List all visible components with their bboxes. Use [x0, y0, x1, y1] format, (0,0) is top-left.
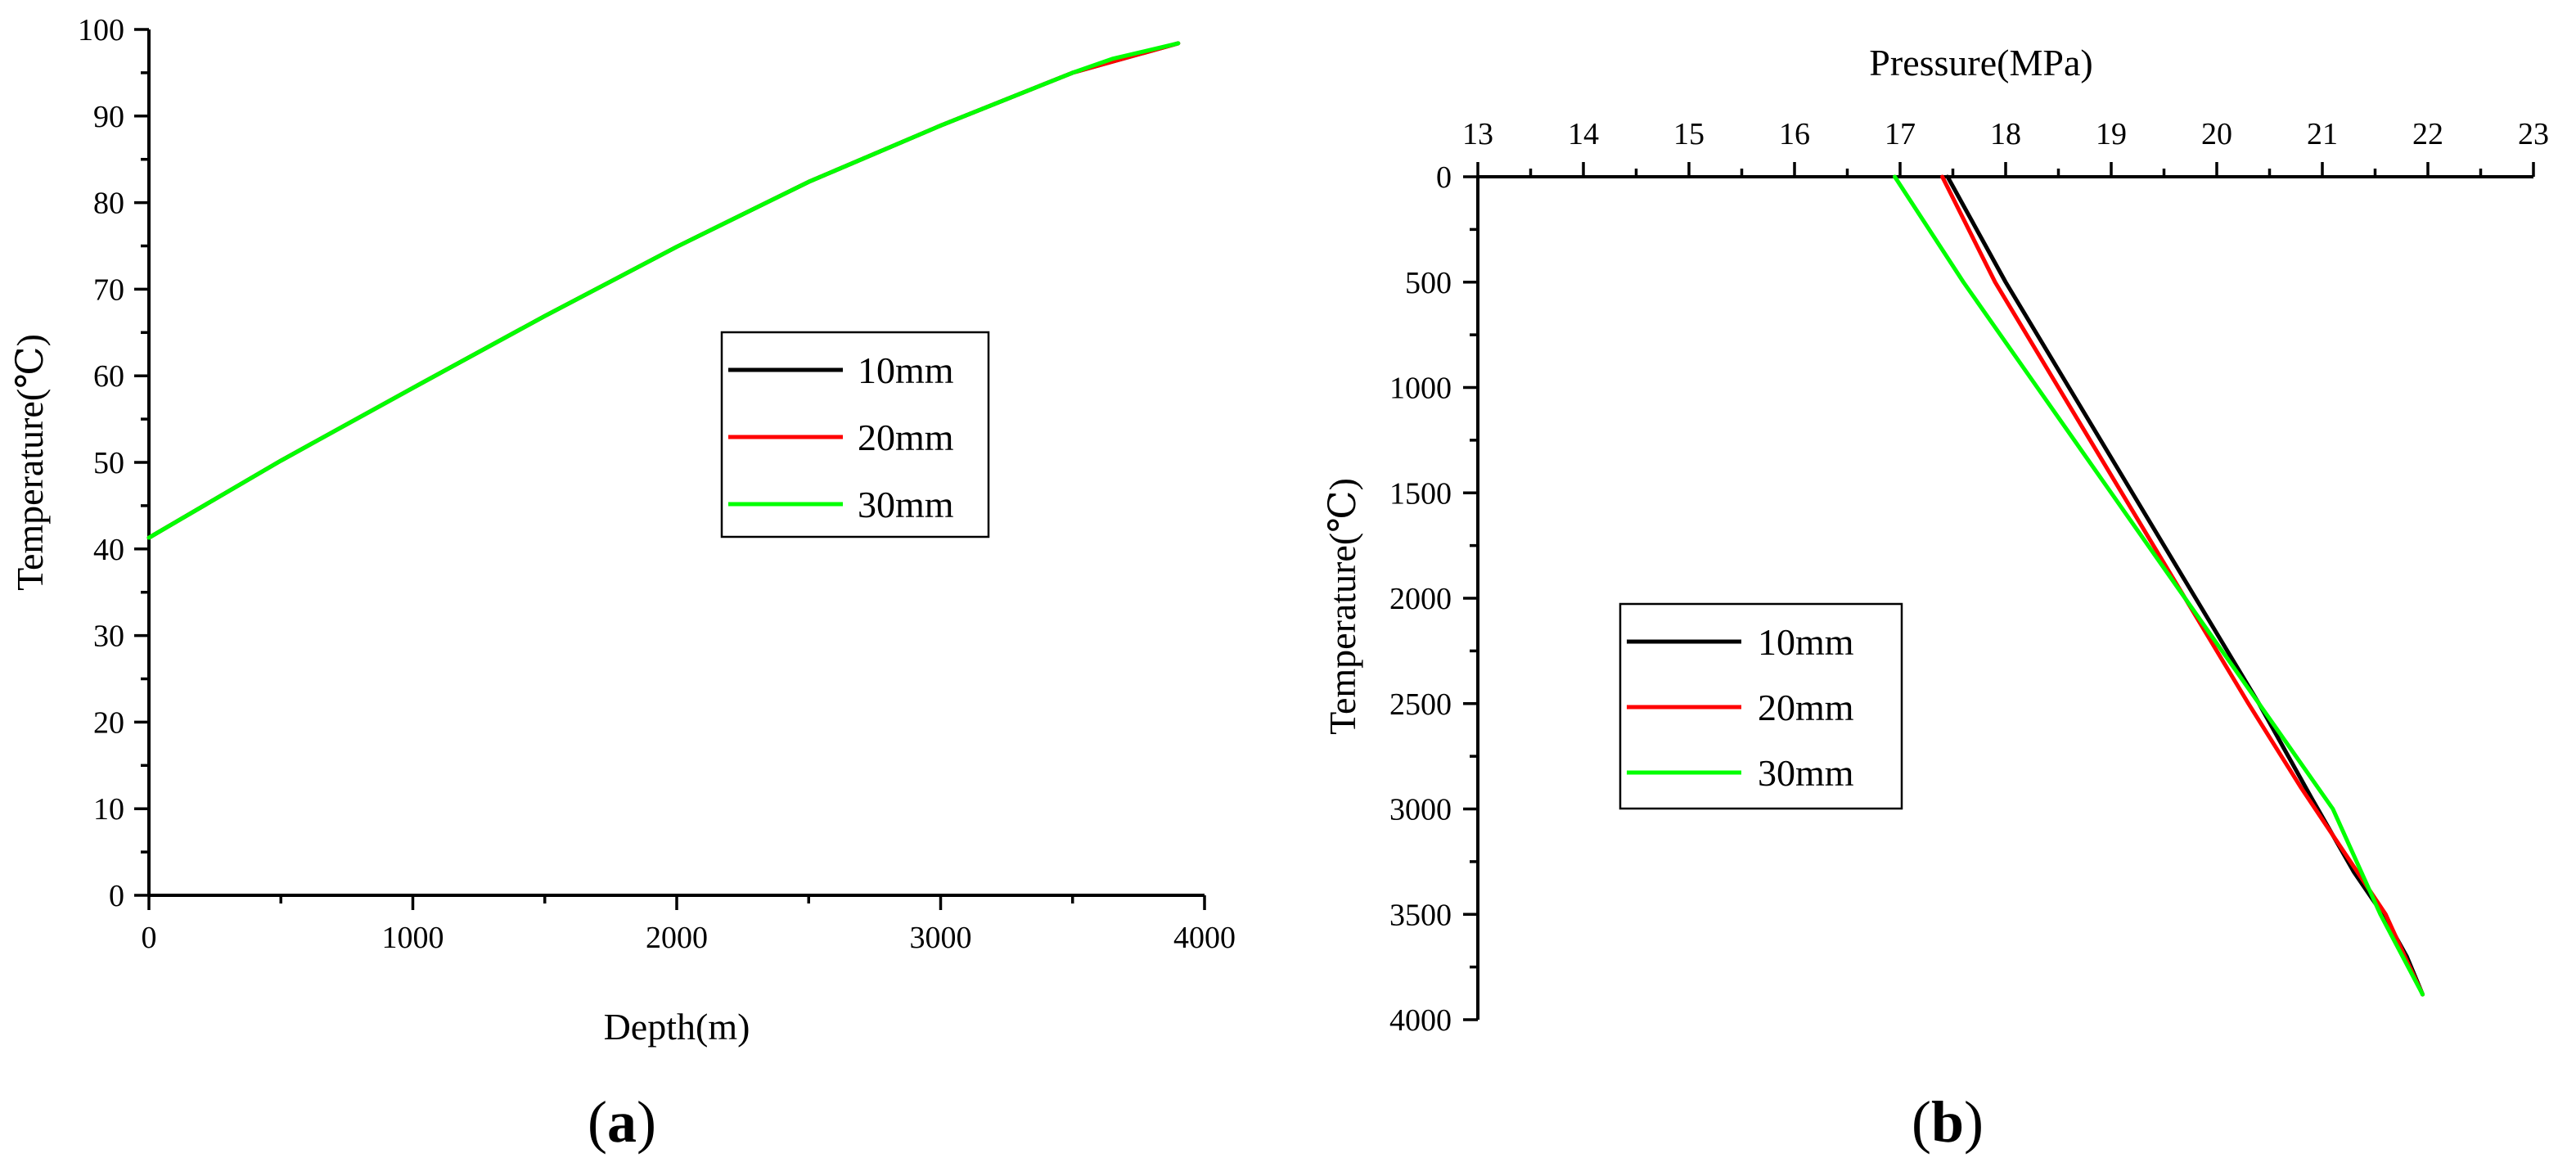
x-tick-label: 1000: [382, 921, 444, 955]
y-tick-label: 90: [93, 100, 124, 134]
y-tick-label: 80: [93, 187, 124, 221]
y-tick-label: 10: [93, 792, 124, 827]
legend-label: 20mm: [858, 417, 954, 458]
legend-label: 30mm: [1758, 752, 1854, 794]
y-tick-label: 30: [93, 620, 124, 654]
x-tick-label: 23: [2518, 117, 2549, 151]
legend-label: 10mm: [1758, 621, 1854, 663]
x-tick-label: 15: [1673, 117, 1705, 151]
y-axis-label: Temperature(℃): [1322, 478, 1363, 735]
series-line-30mm: [1893, 174, 2425, 997]
chart-a: 0 1000 2000 3000 4000 0 10 20 30 40 50 60 70 80 90 100 D…: [9, 13, 1236, 1048]
x-tick-label: 21: [2307, 117, 2338, 151]
y-tick-label: 70: [93, 273, 124, 307]
panel-label-b: (b): [1912, 1089, 1984, 1155]
y-tick-label: 1500: [1389, 476, 1452, 511]
x-tick-label: 19: [2096, 117, 2127, 151]
y-tick-label: 20: [93, 705, 124, 740]
y-tick-label: 100: [78, 13, 124, 47]
x-axis-label: Pressure(MPa): [1869, 42, 2092, 83]
y-tick-label: 3000: [1389, 793, 1452, 827]
x-tick-label: 4000: [1173, 921, 1236, 955]
legend-label: 30mm: [858, 484, 954, 525]
x-tick-label: 18: [1990, 117, 2021, 151]
x-tick-label: 14: [1568, 117, 1599, 151]
x-tick-label: 3000: [910, 921, 972, 955]
panel-label-a: (a): [588, 1089, 656, 1155]
legend-label: 10mm: [858, 349, 954, 391]
y-tick-label: 2500: [1389, 687, 1452, 722]
x-tick-label: 0: [142, 921, 157, 955]
y-tick-label: 60: [93, 359, 124, 394]
y-axis-label: Temperature(℃): [9, 334, 51, 591]
x-tick-label: 22: [2412, 117, 2443, 151]
y-tick-label: 3500: [1389, 898, 1452, 932]
x-axis-label: Depth(m): [604, 1006, 750, 1048]
x-tick-label: 17: [1885, 117, 1916, 151]
x-tick-label: 16: [1779, 117, 1810, 151]
series-line-10mm: [1945, 174, 2425, 997]
series-line-20mm: [146, 41, 1181, 540]
series-line-30mm: [146, 41, 1181, 540]
series-line-10mm: [146, 41, 1181, 540]
y-tick-label: 1000: [1389, 372, 1452, 406]
y-tick-label: 2000: [1389, 582, 1452, 616]
chart-b: 13 14 15 16 17 18 19 20 21 22 23 0 500 1000 1500 2000 25…: [1322, 42, 2549, 1038]
y-tick-label: 4000: [1389, 1003, 1452, 1038]
x-tick-label: 2000: [646, 921, 708, 955]
x-tick-label: 20: [2201, 117, 2232, 151]
y-tick-label: 0: [1436, 160, 1452, 195]
legend-label: 20mm: [1758, 687, 1854, 728]
y-tick-label: 0: [109, 879, 124, 913]
series-line-20mm: [1940, 174, 2425, 997]
y-tick-label: 500: [1405, 266, 1452, 300]
y-tick-label: 50: [93, 446, 124, 480]
x-tick-label: 13: [1462, 117, 1493, 151]
y-tick-label: 40: [93, 533, 124, 567]
